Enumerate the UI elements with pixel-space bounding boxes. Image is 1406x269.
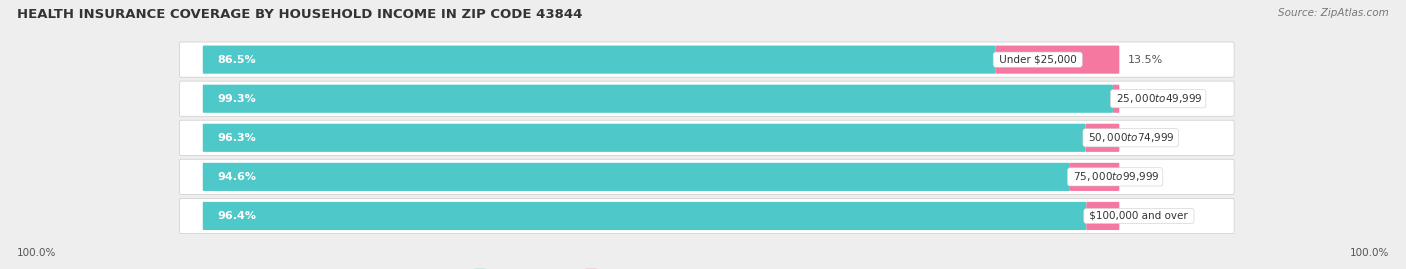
- Text: 100.0%: 100.0%: [17, 248, 56, 258]
- Text: Source: ZipAtlas.com: Source: ZipAtlas.com: [1278, 8, 1389, 18]
- Text: 3.7%: 3.7%: [1128, 133, 1156, 143]
- FancyBboxPatch shape: [202, 85, 1114, 113]
- Text: Under $25,000: Under $25,000: [995, 55, 1080, 65]
- Text: 99.3%: 99.3%: [217, 94, 256, 104]
- FancyBboxPatch shape: [180, 159, 1234, 194]
- FancyBboxPatch shape: [1070, 163, 1119, 191]
- FancyBboxPatch shape: [202, 45, 995, 74]
- FancyBboxPatch shape: [180, 42, 1234, 77]
- Text: 100.0%: 100.0%: [1350, 248, 1389, 258]
- FancyBboxPatch shape: [1085, 124, 1119, 152]
- Text: 5.4%: 5.4%: [1128, 172, 1156, 182]
- FancyBboxPatch shape: [995, 45, 1119, 74]
- Text: $100,000 and over: $100,000 and over: [1087, 211, 1191, 221]
- Text: 13.5%: 13.5%: [1128, 55, 1163, 65]
- Text: $25,000 to $49,999: $25,000 to $49,999: [1114, 92, 1204, 105]
- FancyBboxPatch shape: [202, 124, 1085, 152]
- Text: 86.5%: 86.5%: [217, 55, 256, 65]
- Text: 96.3%: 96.3%: [217, 133, 256, 143]
- Text: 3.6%: 3.6%: [1128, 211, 1156, 221]
- Text: $50,000 to $74,999: $50,000 to $74,999: [1085, 131, 1175, 144]
- Text: 96.4%: 96.4%: [217, 211, 256, 221]
- FancyBboxPatch shape: [202, 202, 1087, 230]
- Text: HEALTH INSURANCE COVERAGE BY HOUSEHOLD INCOME IN ZIP CODE 43844: HEALTH INSURANCE COVERAGE BY HOUSEHOLD I…: [17, 8, 582, 21]
- FancyBboxPatch shape: [202, 163, 1070, 191]
- FancyBboxPatch shape: [1087, 202, 1119, 230]
- FancyBboxPatch shape: [1114, 85, 1119, 113]
- Text: $75,000 to $99,999: $75,000 to $99,999: [1070, 170, 1160, 183]
- Text: 94.6%: 94.6%: [217, 172, 256, 182]
- FancyBboxPatch shape: [180, 198, 1234, 233]
- Text: 0.7%: 0.7%: [1128, 94, 1156, 104]
- FancyBboxPatch shape: [180, 81, 1234, 116]
- FancyBboxPatch shape: [180, 120, 1234, 155]
